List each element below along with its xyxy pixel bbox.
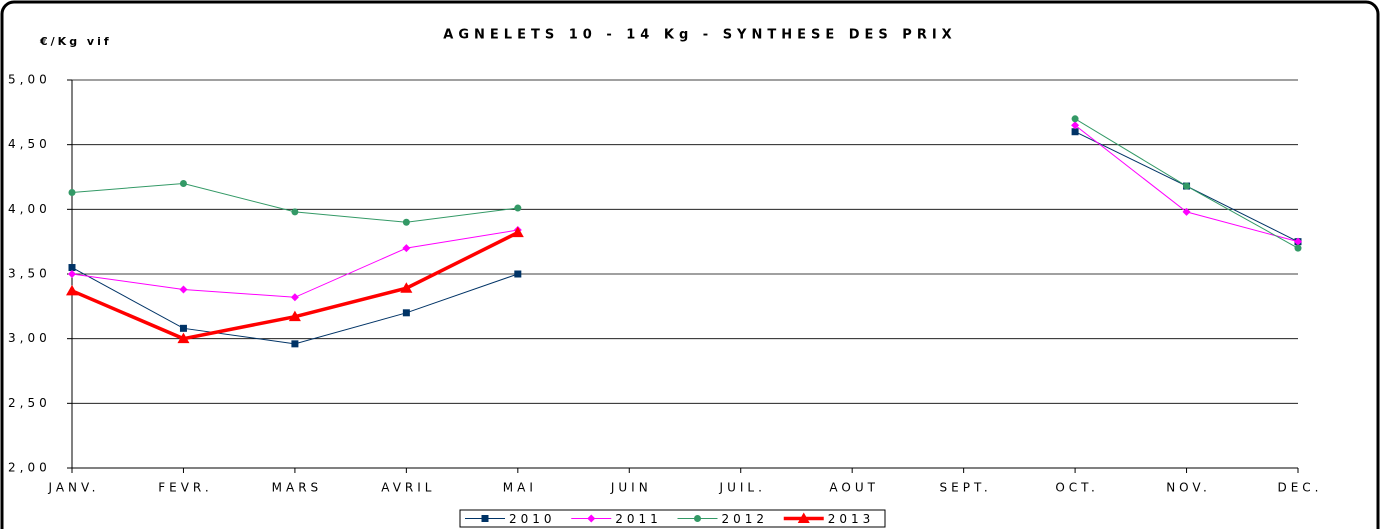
x-tick-label: DEC.: [1277, 481, 1322, 495]
data-point: [179, 324, 187, 332]
x-tick-label: JUIL.: [719, 481, 766, 495]
data-point: [514, 270, 522, 278]
legend-label: 2013: [828, 512, 875, 526]
data-point: [514, 204, 522, 212]
x-tick-label: SEPT.: [940, 481, 992, 495]
legend-box: [459, 509, 886, 528]
data-point: [68, 270, 76, 278]
data-point: [179, 179, 187, 187]
data-point: [288, 310, 301, 322]
data-point: [402, 218, 410, 226]
x-tick-label: AOUT: [829, 481, 879, 495]
data-point: [1182, 207, 1191, 216]
legend-marker: [587, 514, 596, 523]
legend-marker: [481, 515, 489, 522]
data-point: [402, 309, 410, 317]
y-tick-label: 3,50: [8, 267, 51, 281]
legend-label: 2011: [615, 512, 662, 526]
y-tick-label: 2,50: [8, 396, 51, 410]
x-tick-label: MARS: [272, 481, 323, 495]
legend-label: 2010: [509, 512, 556, 526]
data-point: [290, 293, 299, 302]
x-tick-label: FEVR.: [158, 481, 212, 495]
x-tick-label: JUIN: [610, 481, 652, 495]
y-axis-label: €/Kg vif: [39, 35, 112, 48]
legend-marker: [694, 515, 701, 522]
y-tick-label: 5,00: [8, 73, 51, 87]
legend-label: 2012: [722, 512, 769, 526]
x-tick-label: NOV.: [1166, 481, 1211, 495]
data-point: [511, 226, 524, 238]
y-tick-label: 4,00: [8, 202, 51, 216]
data-point: [179, 285, 188, 294]
data-point: [1294, 237, 1302, 246]
data-point: [68, 264, 76, 272]
y-tick-label: 4,50: [8, 137, 51, 151]
data-point: [402, 244, 411, 253]
data-point: [66, 284, 78, 296]
data-point: [291, 208, 299, 216]
data-point: [1071, 121, 1080, 130]
x-tick-label: AVRIL: [381, 481, 435, 495]
data-point: [177, 332, 190, 344]
x-tick-label: MAI: [503, 481, 537, 495]
data-point: [291, 340, 299, 348]
data-point: [1183, 182, 1191, 190]
y-tick-label: 3,00: [8, 331, 51, 345]
x-tick-label: JANV.: [48, 481, 100, 495]
y-tick-label: 2,00: [8, 461, 51, 475]
data-point: [400, 282, 413, 293]
data-point: [1071, 115, 1079, 123]
data-point: [1071, 128, 1079, 136]
chart-title: AGNELETS 10 - 14 Kg - SYNTHESE DES PRIX: [443, 28, 956, 43]
data-point: [1294, 244, 1302, 252]
legend-marker: [797, 512, 810, 523]
data-point: [68, 189, 76, 197]
x-tick-label: OCT.: [1055, 481, 1099, 495]
